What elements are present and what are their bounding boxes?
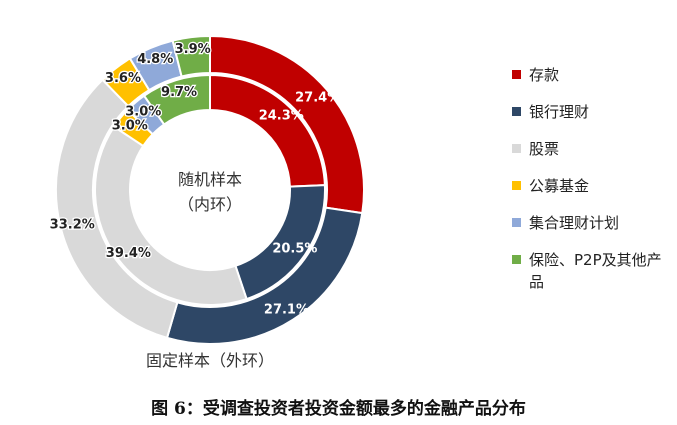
inner-label-collective-plan: 3.0% [125,105,161,120]
center-label-line2: （内环） [178,195,242,214]
donut-chart: 27.4% 27.1% 33.2% 3.6% 4.8%3.9% 24.3% 20.5% 39.… [48,34,365,370]
inner-ring [94,73,326,306]
figure-caption: 图 6：受调查投资者投资金额最多的金融产品分布 [151,399,526,419]
outer-ring-caption: 固定样本（外环） [146,351,274,370]
outer-label-insurance-p2p: 3.9% [175,42,211,57]
legend-swatch-insurance-p2p [512,255,521,264]
legend-label-collective-plan: 集合理财计划 [529,214,620,232]
legend-swatch-deposit [512,70,521,79]
legend-item-bank-wealth: 银行理财 [512,101,672,121]
inner-slice-insurance-p2p [142,73,211,126]
outer-label-public-fund: 3.6% [105,71,141,86]
inner-label-insurance-p2p: 9.7% [161,85,197,100]
legend-label-bank-wealth: 银行理财 [529,103,590,121]
legend-swatch-collective-plan [512,218,521,227]
legend-item-public-fund: 公募基金 [512,175,672,195]
legend-label-deposit: 存款 [529,66,560,84]
outer-ring [55,34,365,345]
outer-label-bank-wealth: 27.1% [264,303,309,318]
legend-label-stock: 股票 [529,140,560,158]
legend: 存款 银行理财 股票 公募基金 集合理财计划 保险、P2P及其他产品 [512,64,672,310]
slice-labels: 27.4% 27.1% 33.2% 3.6% 4.8%3.9% 24.3% 20.5% 39.… [48,41,340,318]
legend-item-collective-plan: 集合理财计划 [512,212,672,232]
legend-item-deposit: 存款 [512,64,672,84]
legend-label-public-fund: 公募基金 [529,177,590,195]
legend-item-insurance-p2p: 保险、P2P及其他产品 [512,249,672,293]
outer-label-stock: 33.2% [50,217,95,232]
inner-label-deposit: 24.3% [259,109,304,124]
legend-label-insurance-p2p: 保险、P2P及其他产品 [529,251,662,291]
inner-label-stock: 39.4% [106,246,151,261]
outer-slice-insurance-p2p [171,34,211,78]
inner-slice-stock [94,125,248,306]
inner-label-bank-wealth: 20.5% [272,241,317,256]
legend-swatch-public-fund [512,181,521,190]
inner-label-public-fund: 3.0% [112,118,148,133]
center-label-line1: 随机样本 [178,170,242,189]
legend-item-stock: 股票 [512,138,672,158]
legend-swatch-stock [512,144,521,153]
legend-swatch-bank-wealth [512,107,521,116]
outer-label-collective-plan: 4.8% [137,52,173,67]
outer-label-deposit: 27.4% [295,90,340,105]
